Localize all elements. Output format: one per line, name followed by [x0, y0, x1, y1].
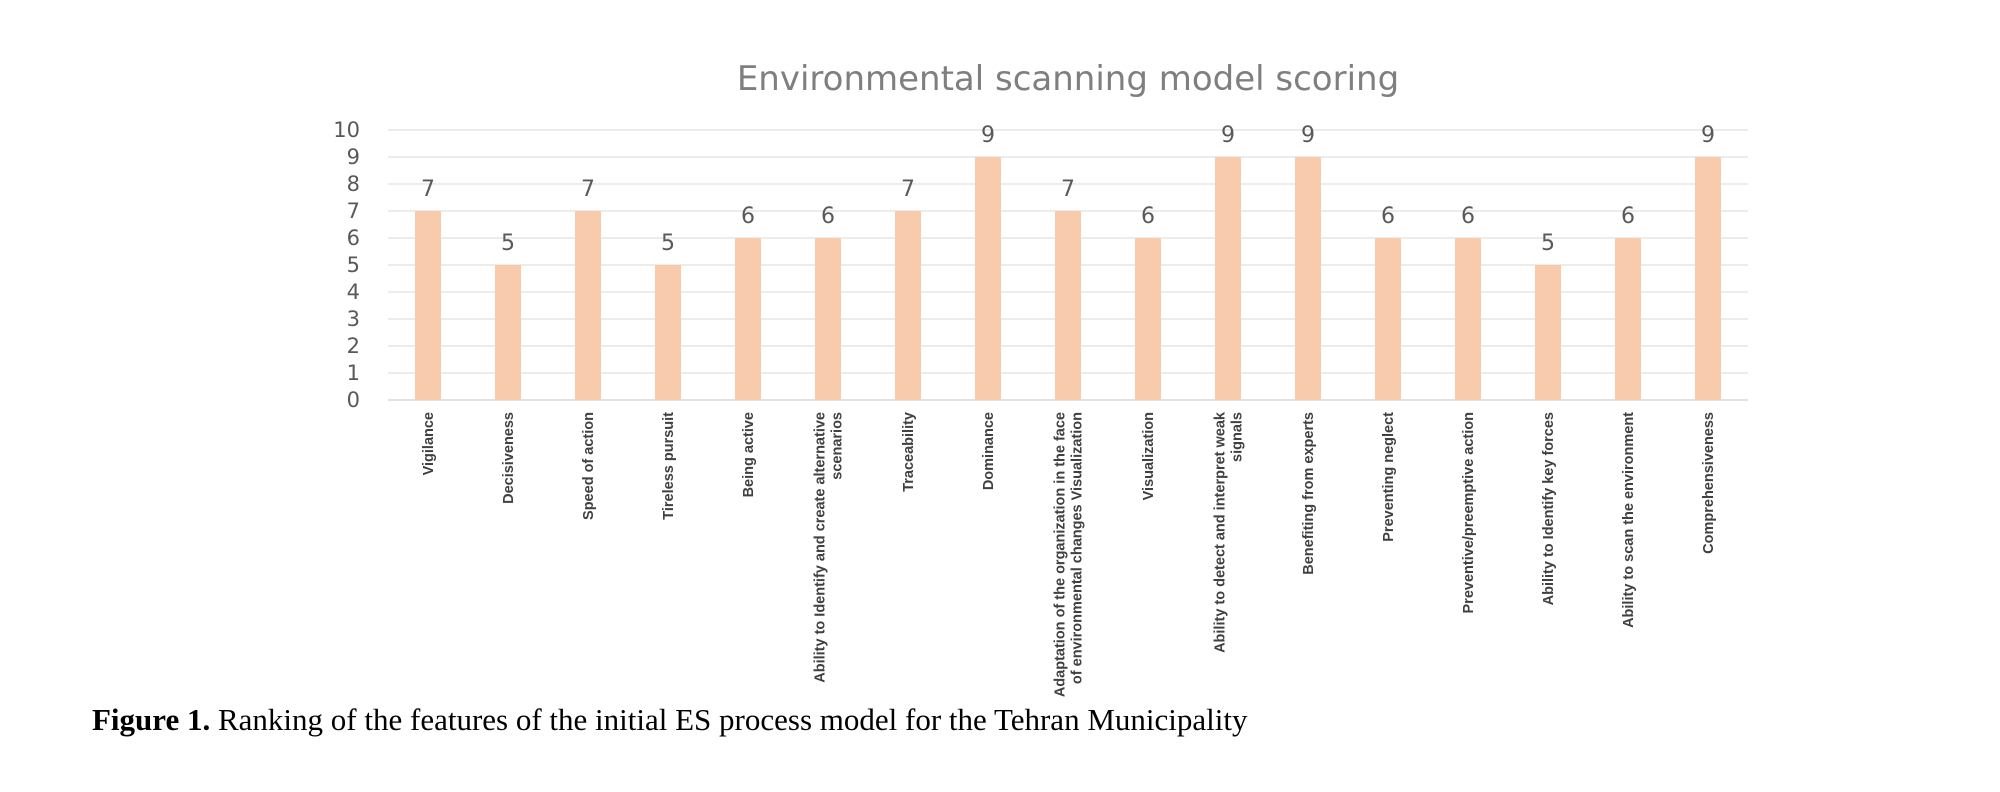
y-tick-label: 7	[347, 199, 360, 223]
x-tick-label-line: Being active	[741, 412, 757, 497]
bar	[1295, 157, 1321, 400]
data-label: 6	[1141, 204, 1155, 229]
y-axis-ticks: 0 1 2 3 4 5 6 7 8 9 10	[333, 118, 360, 412]
x-tick-label-line: Preventing neglect	[1381, 412, 1397, 542]
x-tick-label: Being active	[741, 412, 757, 497]
x-tick-label-line: Preventive/preemptive action	[1461, 412, 1477, 613]
x-tick-label-line: Dominance	[981, 412, 997, 490]
chart-title: Environmental scanning model scoring	[737, 59, 1399, 99]
y-tick-label: 8	[347, 172, 360, 196]
figure-caption: Figure 1. Ranking of the features of the…	[92, 702, 1247, 738]
y-tick-label: 2	[347, 334, 360, 358]
x-tick-label: Decisiveness	[501, 412, 517, 504]
bar	[1135, 238, 1161, 400]
x-tick-label-line: Comprehensiveness	[1701, 412, 1717, 554]
data-labels: 7 5 7 5 6 6 7 9 7 6 9 9 6 6 5 6 9	[421, 123, 1715, 256]
y-tick-label: 1	[347, 361, 360, 385]
bar	[815, 238, 841, 400]
x-tick-label: Ability to detect and interpret weaksign…	[1213, 411, 1246, 653]
data-label: 6	[821, 204, 835, 229]
bars	[415, 157, 1721, 400]
data-label: 5	[1541, 231, 1555, 256]
x-tick-label: Visualization	[1141, 412, 1157, 500]
data-label: 6	[1621, 204, 1635, 229]
x-tick-label-line: Ability to Identify key forces	[1541, 412, 1557, 605]
bar	[975, 157, 1001, 400]
x-tick-label: Ability to Identify and create alternati…	[813, 412, 846, 683]
bar	[895, 211, 921, 400]
x-tick-label: Speed of action	[581, 412, 597, 520]
data-label: 9	[1221, 123, 1235, 148]
x-tick-label: Comprehensiveness	[1701, 412, 1717, 554]
bar	[655, 265, 681, 400]
x-tick-label: Vigilance	[421, 412, 437, 475]
y-tick-label: 9	[347, 145, 360, 169]
x-tick-label: Benefiting from experts	[1301, 412, 1317, 575]
x-tick-label-line: signals	[1230, 412, 1246, 462]
x-tick-label-line: Traceability	[901, 412, 917, 492]
x-tick-label-line: Ability to scan the environment	[1621, 412, 1637, 628]
bar	[415, 211, 441, 400]
data-label: 5	[661, 231, 675, 256]
data-label: 5	[501, 231, 515, 256]
y-tick-label: 4	[347, 280, 360, 304]
x-tick-label: Traceability	[901, 412, 917, 492]
x-tick-label: Dominance	[981, 412, 997, 490]
x-tick-label: Preventing neglect	[1381, 412, 1397, 542]
figure-caption-label: Figure 1.	[92, 702, 211, 737]
x-tick-label: Adaptation of the organization in the fa…	[1053, 412, 1086, 697]
x-tick-label-line: Decisiveness	[501, 412, 517, 504]
y-tick-label: 10	[333, 118, 360, 142]
x-tick-label-line: Ability to Identify and create alternati…	[813, 412, 829, 683]
bar	[735, 238, 761, 400]
bar	[495, 265, 521, 400]
bar	[1615, 238, 1641, 400]
data-label: 7	[581, 177, 595, 202]
y-tick-label: 0	[347, 388, 360, 412]
x-axis-ticks: Vigilance Decisiveness Speed of action Tire…	[421, 411, 1717, 697]
data-label: 9	[981, 123, 995, 148]
x-tick-label-line: scenarios	[830, 412, 846, 480]
data-label: 7	[901, 177, 915, 202]
y-tick-label: 5	[347, 253, 360, 277]
bar	[1535, 265, 1561, 400]
x-tick-label: Ability to scan the environment	[1621, 412, 1637, 628]
y-tick-label: 3	[347, 307, 360, 331]
data-label: 6	[741, 204, 755, 229]
data-label: 7	[1061, 177, 1075, 202]
y-tick-label: 6	[347, 226, 360, 250]
figure-caption-text: Ranking of the features of the initial E…	[210, 702, 1248, 737]
bar	[1375, 238, 1401, 400]
x-tick-label-line: Vigilance	[421, 412, 437, 475]
data-label: 6	[1461, 204, 1475, 229]
bar	[1455, 238, 1481, 400]
x-tick-label-line: Visualization	[1141, 412, 1157, 500]
data-label: 9	[1301, 123, 1315, 148]
data-label: 7	[421, 177, 435, 202]
bar	[1215, 157, 1241, 400]
x-tick-label: Tireless pursuit	[661, 412, 677, 520]
x-tick-label-line: Speed of action	[581, 412, 597, 520]
bar	[1055, 211, 1081, 400]
x-tick-label-line: Tireless pursuit	[661, 412, 677, 520]
x-tick-label-line: Ability to detect and interpret weak	[1213, 411, 1229, 653]
x-tick-label-line: Adaptation of the organization in the fa…	[1053, 412, 1069, 697]
data-label: 9	[1701, 123, 1715, 148]
bar	[575, 211, 601, 400]
data-label: 6	[1381, 204, 1395, 229]
bar	[1695, 157, 1721, 400]
x-tick-label: Preventive/preemptive action	[1461, 412, 1477, 613]
x-tick-label-line: Benefiting from experts	[1301, 412, 1317, 575]
x-tick-label-line: of environmental changes Visualization	[1070, 412, 1086, 684]
x-tick-label: Ability to Identify key forces	[1541, 412, 1557, 605]
